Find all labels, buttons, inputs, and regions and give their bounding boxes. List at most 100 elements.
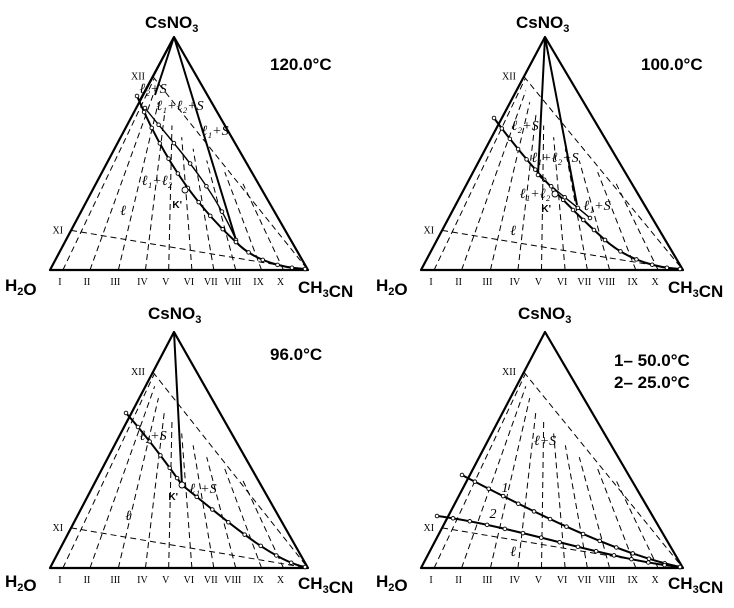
- section-line: [541, 125, 545, 271]
- data-point: [597, 538, 602, 544]
- section-label: VII: [577, 277, 591, 288]
- data-point: [593, 548, 599, 554]
- data-point: [246, 250, 251, 255]
- vertex-label-left: H2O: [376, 572, 408, 595]
- solubility-curve: [125, 412, 183, 486]
- section-line: [89, 386, 156, 569]
- data-point: [233, 239, 239, 245]
- field-label: ℓ₂+S: [511, 119, 538, 134]
- data-point: [158, 453, 163, 458]
- temperature-label: 2– 25.0°C: [614, 373, 690, 392]
- section-line: [242, 183, 284, 271]
- section-line: [242, 480, 284, 569]
- data-point: [242, 532, 247, 537]
- section-label: IX: [628, 277, 639, 288]
- section-label: VII: [204, 575, 218, 586]
- data-point: [175, 171, 181, 176]
- triangle-frame: [48, 330, 310, 570]
- section-label: XI: [53, 523, 64, 534]
- section-line: [553, 137, 566, 271]
- section-label: III: [110, 277, 120, 288]
- field-label: ℓ₂+S: [139, 429, 166, 444]
- data-point: [275, 262, 280, 268]
- data-point: [591, 227, 597, 233]
- tie-line: [154, 36, 175, 96]
- section-line: [152, 371, 309, 569]
- field-label: ℓ₂+S: [139, 82, 166, 97]
- data-point: [472, 479, 478, 484]
- triangle-frame: [419, 35, 685, 272]
- data-point: [618, 249, 623, 254]
- section-label: III: [482, 277, 492, 288]
- section-line: [224, 171, 263, 271]
- vertex-label-right: CH3CN: [298, 278, 353, 301]
- solubility-curve: [181, 484, 306, 568]
- data-point: [141, 109, 147, 115]
- section-label: VI: [557, 575, 568, 586]
- section-line: [553, 433, 566, 569]
- section-line: [117, 397, 159, 569]
- section-label: IX: [253, 277, 264, 288]
- section-line: [541, 421, 545, 569]
- temperature-label: 100.0°C: [641, 55, 703, 74]
- vertex-label-top: CsNO3: [516, 13, 569, 35]
- data-point: [524, 157, 529, 162]
- data-point: [486, 486, 491, 492]
- section-label: IV: [137, 277, 148, 288]
- section-line: [523, 371, 684, 569]
- section-line: [181, 137, 193, 271]
- section-label: X: [651, 575, 659, 586]
- phase-curves: [123, 331, 308, 570]
- data-point: [288, 560, 294, 565]
- section-line: [70, 527, 309, 569]
- data-point: [302, 266, 308, 272]
- tie-line: [139, 36, 175, 101]
- vertex-label-top: CsNO3: [518, 304, 571, 326]
- data-point: [515, 146, 521, 152]
- data-point: [174, 475, 180, 481]
- vertex-label-left: H2O: [5, 572, 37, 595]
- data-point: [147, 439, 152, 444]
- data-point: [533, 167, 538, 172]
- section-label: II: [84, 277, 91, 288]
- data-point: [194, 494, 200, 500]
- data-point: [484, 522, 490, 528]
- field-label: ℓ₁+ℓ₂+S: [531, 151, 578, 166]
- data-point: [157, 141, 163, 146]
- data-point: [258, 543, 263, 549]
- data-point: [570, 207, 576, 213]
- section-label: IV: [510, 277, 521, 288]
- data-point: [434, 513, 440, 519]
- field-label: ℓ₁+S: [583, 199, 610, 214]
- data-point: [289, 265, 295, 270]
- data-point: [646, 560, 651, 565]
- vertex-label-right: CH3CN: [668, 278, 723, 301]
- section-line: [615, 480, 659, 569]
- section-label: XII: [131, 72, 145, 83]
- data-point: [649, 262, 655, 267]
- section-line: [70, 229, 309, 271]
- section-label: X: [277, 575, 285, 586]
- section-line: [441, 229, 684, 271]
- section-line: [489, 397, 531, 569]
- data-point: [187, 161, 193, 166]
- data-point: [507, 136, 513, 142]
- vertex-label-right: CH3CN: [298, 574, 353, 597]
- tie-line: [173, 331, 183, 486]
- data-point: [535, 172, 541, 178]
- field-label: ℓ₁+ℓ₂: [520, 187, 551, 202]
- triangle-frame: [48, 35, 310, 272]
- section-label: II: [84, 575, 91, 586]
- section-label: IV: [510, 575, 521, 586]
- phase-curves: [134, 36, 308, 272]
- critical-point: [551, 190, 559, 198]
- data-point: [575, 544, 581, 550]
- data-point: [630, 551, 636, 556]
- data-point: [204, 183, 209, 189]
- data-point: [602, 237, 608, 243]
- data-point: [634, 257, 639, 262]
- data-point: [274, 553, 279, 558]
